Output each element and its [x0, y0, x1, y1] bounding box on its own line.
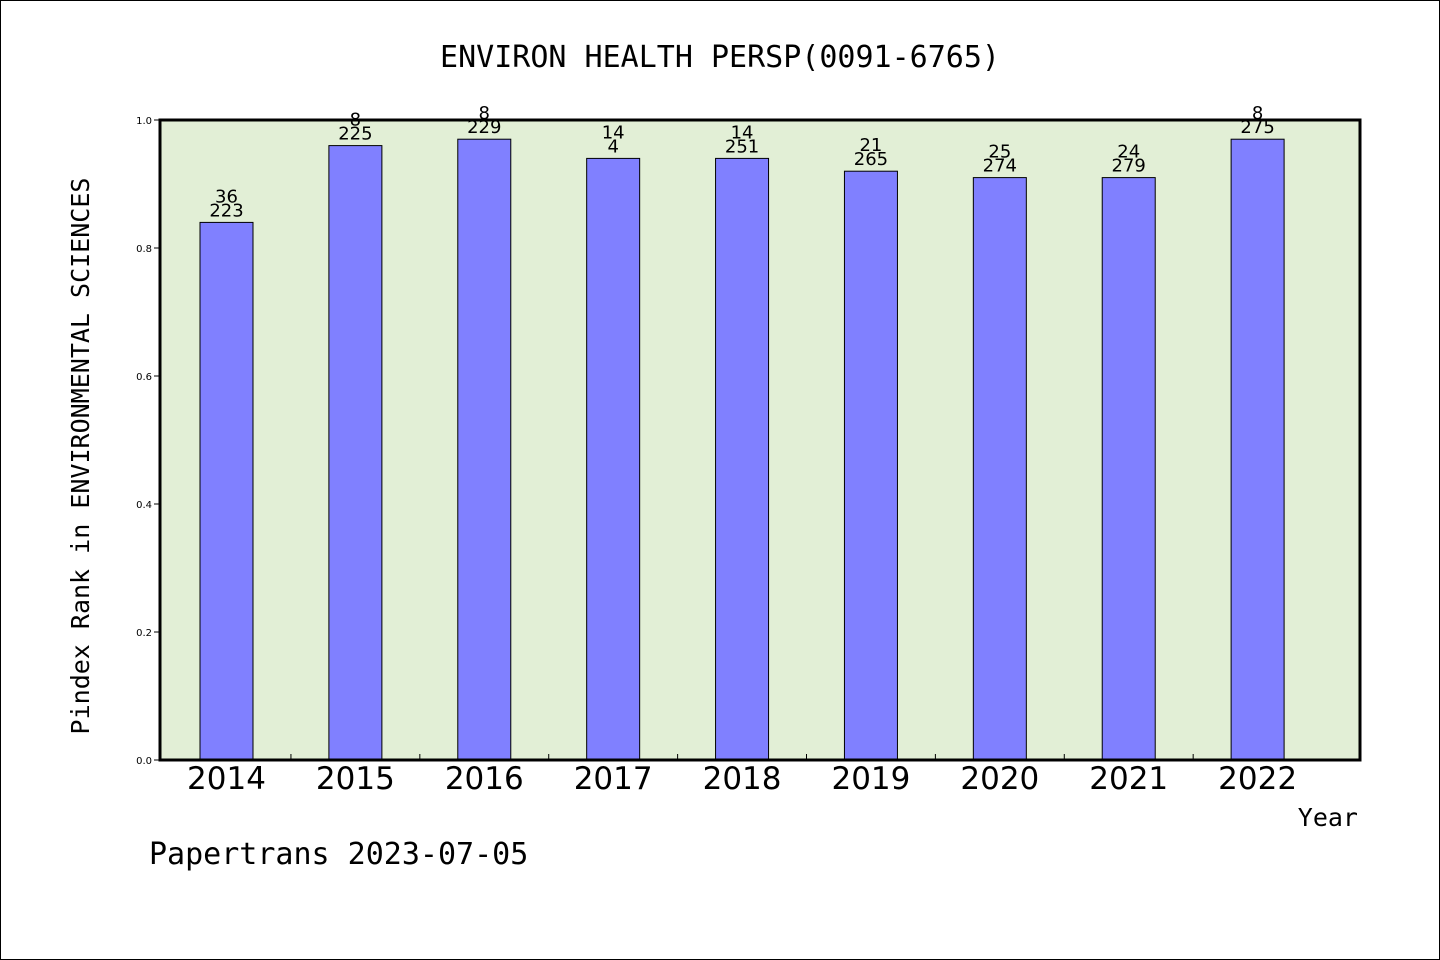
x-tick-label-2022: 2022	[1218, 761, 1297, 797]
bar-2014	[199, 221, 254, 761]
rank-label-2017: 14	[602, 122, 625, 143]
y-tick-label-0.6: 0.6	[136, 372, 152, 383]
bar-2021	[1101, 177, 1156, 761]
x-tick-label-2018: 2018	[703, 761, 782, 797]
total-label-2020: 274	[983, 156, 1017, 177]
bar-2018	[715, 157, 770, 761]
y-tick-label-0.0: 0.0	[136, 756, 152, 767]
bar-2015	[328, 145, 383, 761]
footer-text: Papertrans 2023-07-05	[149, 837, 528, 872]
rank-label-2022: 8	[1252, 103, 1263, 124]
chart-title: ENVIRON HEALTH PERSP(0091-6765)	[440, 40, 1000, 75]
x-tick-label-2016: 2016	[445, 761, 524, 797]
y-tick-label-0.2: 0.2	[136, 628, 152, 639]
x-tick-label-2015: 2015	[316, 761, 395, 797]
x-tick-label-2014: 2014	[187, 761, 266, 797]
bar-2016	[457, 138, 512, 761]
rank-label-2021: 24	[1117, 142, 1140, 163]
bar-2019	[843, 170, 898, 761]
bar-2017	[586, 157, 641, 761]
bar-2022	[1230, 138, 1285, 761]
rank-label-2019: 21	[859, 135, 882, 156]
rank-label-2020: 25	[988, 142, 1011, 163]
x-tick-label-2017: 2017	[574, 761, 653, 797]
rank-label-2014: 36	[215, 186, 238, 207]
total-label-2022: 275	[1240, 117, 1274, 138]
bars-layer	[199, 138, 1285, 761]
bar-2020	[972, 177, 1027, 761]
x-tick-label-2020: 2020	[960, 761, 1039, 797]
x-tick-label-2019: 2019	[831, 761, 910, 797]
total-label-2014: 223	[209, 200, 243, 221]
total-label-2018: 251	[725, 136, 759, 157]
total-label-2017: 4	[607, 136, 618, 157]
total-label-2015: 225	[338, 124, 372, 145]
total-label-2016: 229	[467, 117, 501, 138]
total-label-2021: 279	[1112, 156, 1146, 177]
plot-border	[158, 118, 1362, 762]
x-tick-label-2021: 2021	[1089, 761, 1168, 797]
rank-label-2016: 8	[479, 103, 490, 124]
total-label-2019: 265	[854, 149, 888, 170]
y-axis-label: Pindex Rank in ENVIRONMENTAL SCIENCES	[66, 178, 95, 735]
y-tick-label-1.0: 1.0	[136, 116, 152, 127]
x-axis-label: Year	[1298, 803, 1358, 832]
y-tick-label-0.8: 0.8	[136, 244, 152, 255]
ticks-layer: 2014 2015 2016 2017 2018 2019 2020 2021 2022 0.0 0…	[136, 116, 1297, 797]
y-tick-label-0.4: 0.4	[136, 500, 152, 511]
rank-label-2018: 14	[731, 122, 754, 143]
